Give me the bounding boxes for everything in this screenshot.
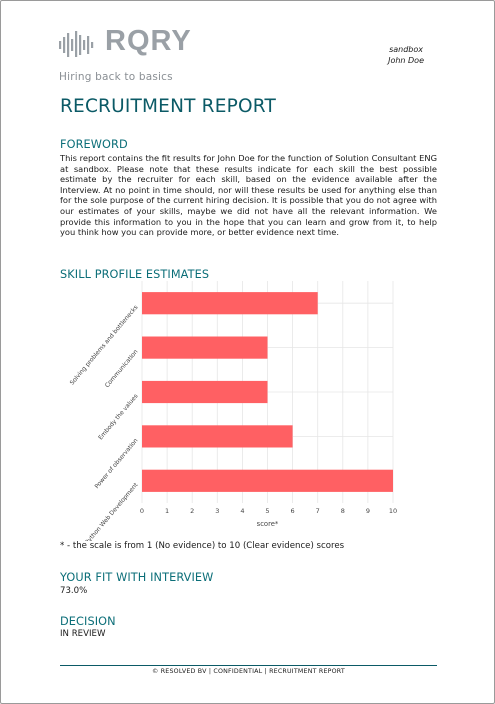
chart-bar bbox=[142, 380, 268, 404]
footer-text: © RESOLVED BV | CONFIDENTIAL | RECRUITME… bbox=[152, 668, 345, 675]
footer-divider bbox=[60, 665, 437, 666]
decision-heading: DECISION bbox=[60, 615, 116, 628]
fit-value: 73.0% bbox=[60, 586, 88, 596]
chart-category-label: Solving problems and bottlenecks bbox=[69, 304, 140, 387]
scale-footnote: * - the scale is from 1 (No evidence) to… bbox=[60, 541, 345, 551]
chart-bar bbox=[142, 336, 268, 359]
chart-x-tick-label: 10 bbox=[389, 507, 397, 515]
chart-bar bbox=[142, 469, 393, 492]
decision-value: IN REVIEW bbox=[60, 629, 106, 639]
foreword-heading: FOREWORD bbox=[60, 138, 128, 151]
report-title: RECRUITMENT REPORT bbox=[60, 96, 276, 117]
chart-x-tick-label: 0 bbox=[140, 507, 144, 515]
chart-x-tick-label: 4 bbox=[240, 507, 244, 515]
skills-heading: SKILL PROFILE ESTIMATES bbox=[60, 268, 210, 281]
chart-category-label: Communication bbox=[104, 348, 140, 389]
chart-x-tick-label: 5 bbox=[265, 507, 269, 515]
chart-x-tick-label: 6 bbox=[291, 507, 295, 515]
company-name: sandbox bbox=[389, 45, 423, 54]
chart-bar bbox=[142, 292, 318, 315]
chart-x-tick-label: 9 bbox=[366, 507, 370, 515]
skill-profile-chart: 0 1 2 3 4 5 6 7 8 9 10 score* Solving problems and b… bbox=[69, 281, 397, 541]
chart-category-label: Embody the values bbox=[97, 393, 139, 442]
foreword-text: This report contains the fit results for… bbox=[60, 153, 437, 238]
rqry-logo-icon bbox=[59, 31, 94, 57]
candidate-name: John Doe bbox=[388, 56, 424, 65]
chart-x-tick-label: 8 bbox=[341, 507, 345, 515]
chart-x-tick-label: 3 bbox=[215, 507, 219, 515]
chart-x-tick-label: 1 bbox=[165, 507, 169, 515]
chart-x-axis-label: score* bbox=[257, 520, 279, 528]
logo-wordmark: RQRY bbox=[105, 25, 192, 57]
chart-category-label: Python Web Development bbox=[84, 481, 140, 541]
chart-x-tick-label: 7 bbox=[316, 507, 320, 515]
report-meta: sandbox John Doe bbox=[388, 44, 424, 66]
chart-bar bbox=[142, 425, 293, 448]
chart-x-tick-label: 2 bbox=[190, 507, 194, 515]
tagline: Hiring back to basics bbox=[59, 71, 173, 83]
fit-heading: YOUR FIT WITH INTERVIEW bbox=[60, 571, 214, 584]
